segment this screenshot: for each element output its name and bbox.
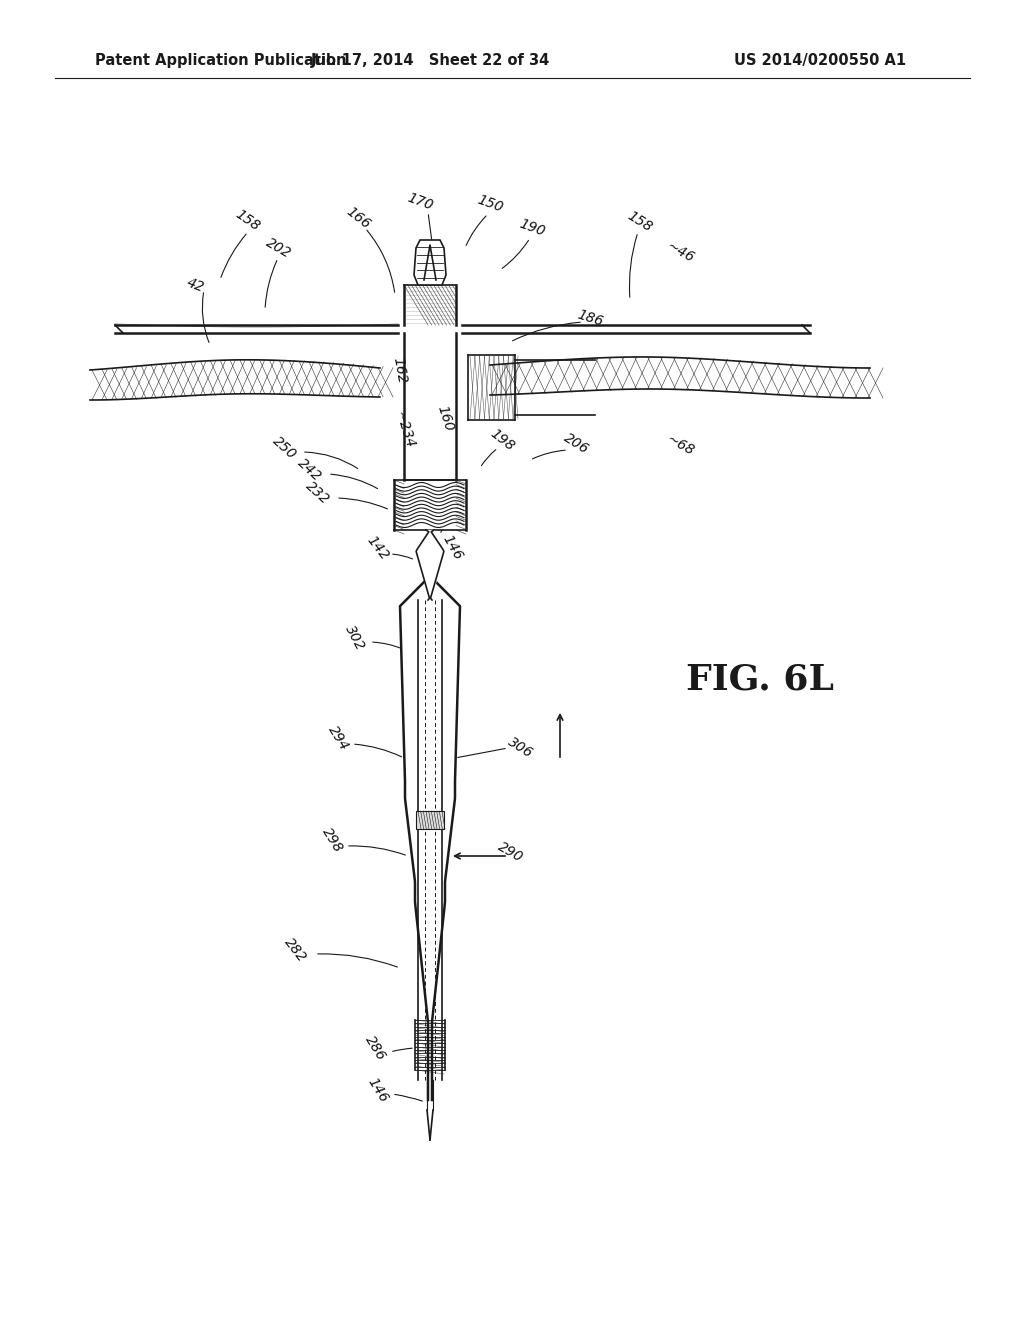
Text: 242: 242: [295, 455, 325, 484]
Text: ~234: ~234: [391, 409, 417, 450]
Text: 146: 146: [365, 1074, 391, 1105]
Text: 158: 158: [625, 209, 655, 235]
Text: 160: 160: [434, 403, 456, 433]
Text: 142: 142: [365, 533, 392, 562]
Text: 150: 150: [475, 193, 505, 215]
Text: 166: 166: [343, 205, 373, 232]
Text: 294: 294: [325, 723, 351, 752]
Text: 162: 162: [391, 355, 410, 384]
Text: Jul. 17, 2014   Sheet 22 of 34: Jul. 17, 2014 Sheet 22 of 34: [310, 53, 550, 67]
Text: 146: 146: [439, 533, 465, 564]
Text: 250: 250: [270, 434, 300, 462]
Text: ~68: ~68: [664, 432, 696, 458]
Text: 282: 282: [282, 935, 308, 965]
Text: 186: 186: [575, 308, 605, 329]
Text: US 2014/0200550 A1: US 2014/0200550 A1: [734, 53, 906, 67]
Text: 194: 194: [436, 495, 464, 525]
Text: 198: 198: [487, 426, 517, 454]
Text: 286: 286: [362, 1034, 388, 1063]
Polygon shape: [414, 240, 446, 285]
Text: 42: 42: [184, 276, 206, 294]
Bar: [416, 810, 444, 829]
Text: 206: 206: [561, 432, 591, 457]
Text: 232: 232: [303, 479, 333, 507]
Text: 202: 202: [263, 235, 293, 261]
Text: 170: 170: [406, 191, 435, 213]
Text: 302: 302: [343, 623, 368, 653]
Text: 306: 306: [505, 735, 535, 762]
Text: 158: 158: [233, 207, 263, 234]
Text: FIG. 6L: FIG. 6L: [686, 663, 834, 697]
Text: 298: 298: [319, 825, 345, 855]
Text: ~46: ~46: [664, 239, 696, 265]
Text: 190: 190: [517, 216, 547, 239]
Bar: [394, 480, 466, 531]
Text: Patent Application Publication: Patent Application Publication: [95, 53, 346, 67]
Text: 290: 290: [495, 840, 525, 865]
